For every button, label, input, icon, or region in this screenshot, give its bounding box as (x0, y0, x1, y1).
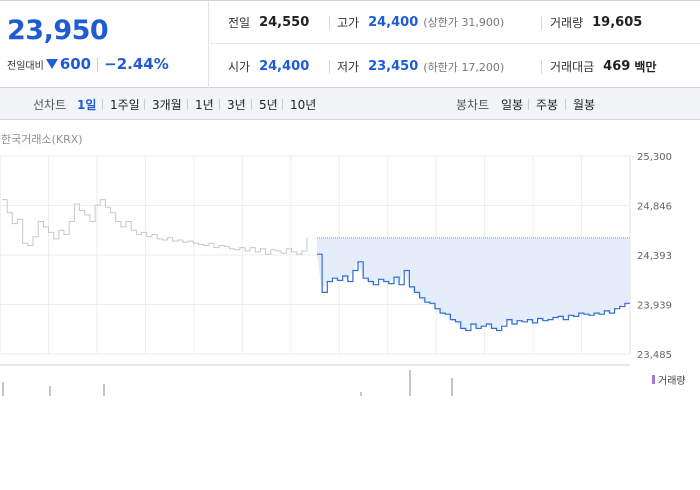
tab-divider (565, 99, 566, 110)
stat-label: 시가 (228, 60, 251, 74)
stat-unit: 백만 (634, 60, 657, 74)
stat-divider (329, 16, 330, 30)
tab-1y[interactable]: 1년 (195, 98, 214, 112)
current-price: 23,950 (7, 15, 109, 46)
tab-weekly-candle[interactable]: 주봉 (536, 98, 559, 112)
stat-prev-close: 전일 24,550 (228, 12, 309, 32)
quote-summary: 23,950 전일대비 600 −2.44% 전일 24,550 고가 24,4… (0, 0, 700, 88)
down-triangle-icon (45, 59, 58, 69)
period-tabbar: 선차트 1일 1주일 3개월 1년 3년 5년 10년 봉차트 일봉 주봉 월봉 (0, 88, 700, 120)
stat-value: 24,550 (259, 14, 310, 30)
stat-low: 저가 23,450 (하한가 17,200) (337, 57, 504, 77)
y-tick-label: 24,846 (637, 202, 672, 213)
lower-limit-label: 하한가 (427, 60, 458, 74)
stats-grid: 전일 24,550 고가 24,400 (상한가 31,900) 거래량 19,… (210, 1, 700, 88)
stat-label: 저가 (337, 60, 360, 74)
stats-row-2: 시가 24,400 저가 23,450 (하한가 17,200) 거래대금 46… (210, 45, 700, 88)
stat-label: 거래량 (550, 15, 584, 30)
change-label: 전일대비 (7, 60, 44, 72)
stat-trade-amount: 거래대금 469 백만 (550, 57, 656, 77)
y-tick-label: 23,485 (637, 350, 672, 361)
stat-value: 469 (603, 59, 631, 74)
volume-legend-label: 거래량 (658, 376, 686, 387)
today-price-line (317, 253, 630, 332)
price-box: 23,950 전일대비 600 −2.44% (0, 1, 209, 88)
stat-open: 시가 24,400 (228, 57, 309, 77)
tab-10y[interactable]: 10년 (290, 98, 317, 112)
tab-5y[interactable]: 5년 (259, 98, 278, 112)
market-label: 한국거래소(KRX) (1, 133, 83, 146)
stat-label: 전일 (228, 15, 251, 30)
stat-value: 23,450 (368, 59, 419, 74)
stats-row-1: 전일 24,550 고가 24,400 (상한가 31,900) 거래량 19,… (210, 1, 700, 44)
tab-divider (251, 99, 252, 110)
tab-daily-candle[interactable]: 일봉 (501, 98, 524, 112)
tab-divider (144, 99, 145, 110)
change-row: 전일대비 600 −2.44% (7, 55, 169, 73)
line-chart-label: 선차트 (33, 98, 67, 112)
stat-value: 24,400 (368, 14, 419, 30)
change-rate: −2.44% (104, 55, 169, 73)
stat-label: 거래대금 (550, 60, 595, 74)
stat-value: 19,605 (592, 14, 643, 30)
stat-value: 24,400 (259, 59, 310, 74)
y-tick-label: 23,939 (637, 300, 672, 311)
stat-volume: 거래량 19,605 (550, 12, 642, 32)
stat-high: 고가 24,400 (상한가 31,900) (337, 12, 504, 32)
tab-divider (187, 99, 188, 110)
tab-3m[interactable]: 3개월 (152, 98, 182, 112)
candle-chart-label: 봉차트 (456, 98, 490, 112)
volume-swatch (652, 375, 655, 384)
tab-1w[interactable]: 1주일 (110, 98, 140, 112)
stat-upper-limit: (상한가 31,900) (423, 16, 505, 29)
upper-limit-label: 상한가 (427, 16, 458, 29)
stat-lower-limit: (하한가 17,200) (423, 60, 505, 74)
stat-divider (541, 60, 542, 74)
prev-day-price-line (2, 199, 308, 255)
tab-3y[interactable]: 3년 (227, 98, 246, 112)
price-chart: 25,300 24,846 24,393 23,939 23,485 한국거래소(KRX… (0, 121, 700, 396)
tab-1d[interactable]: 1일 (77, 98, 97, 112)
volume-legend: 거래량 (652, 372, 686, 387)
lower-limit-value: 17,200 (461, 60, 500, 74)
stat-divider (541, 16, 542, 30)
change-divider (97, 57, 99, 71)
price-chart-svg: 25,300 24,846 24,393 23,939 23,485 (0, 152, 672, 396)
change-value: 600 (59, 55, 92, 73)
tab-divider (102, 99, 103, 110)
tab-divider (282, 99, 283, 110)
tab-monthly-candle[interactable]: 월봉 (573, 98, 596, 112)
upper-limit-value: 31,900 (461, 16, 500, 29)
stat-divider (329, 60, 330, 74)
tab-divider (528, 99, 529, 110)
y-tick-label: 24,393 (637, 251, 672, 262)
y-tick-label: 25,300 (637, 152, 672, 163)
tab-divider (219, 99, 220, 110)
below-prev-close-area (317, 237, 630, 331)
stat-label: 고가 (337, 15, 360, 30)
